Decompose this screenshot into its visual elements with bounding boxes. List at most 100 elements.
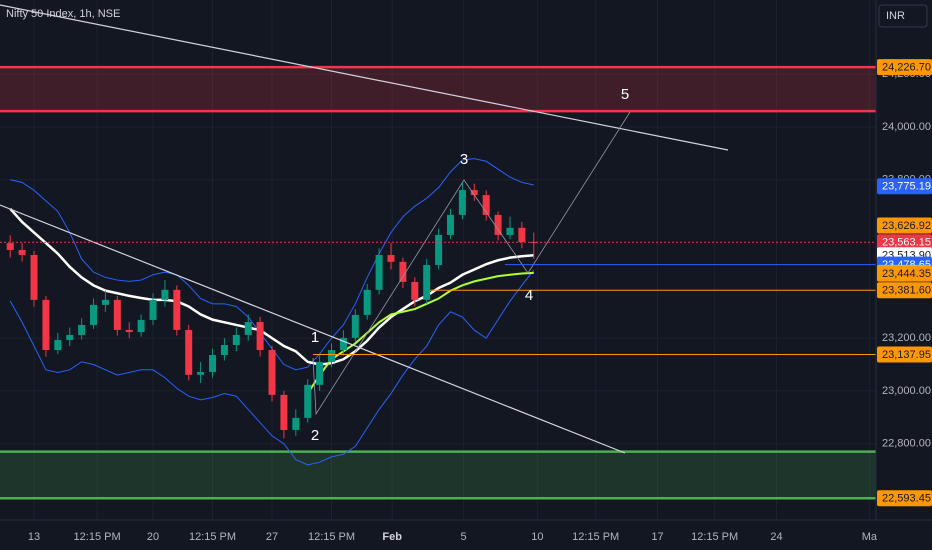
candle-body [220, 344, 228, 356]
candle-body [387, 254, 395, 262]
price-badge [877, 282, 932, 299]
candle-body [125, 329, 133, 333]
candle-body [137, 319, 145, 333]
wave-label: 1 [311, 329, 319, 346]
candle-body [446, 214, 454, 235]
candle-body [494, 214, 502, 235]
price-badge-label: 23,381.60 [882, 285, 931, 297]
price-badge [877, 346, 932, 363]
price-badges: 24,226.7023,775.1923,626.9223,563.1523,5… [877, 59, 932, 507]
indicator-line [9, 207, 534, 366]
price-badge [877, 59, 932, 76]
trend-line [0, 204, 626, 454]
price-badge-label: 23,563.15 [882, 237, 931, 249]
candle-body [6, 243, 14, 250]
price-badge [877, 178, 932, 195]
candle-body [161, 289, 169, 300]
price-badge [877, 265, 932, 282]
zone [0, 451, 876, 499]
candle-body [101, 299, 109, 305]
wave-label: 4 [525, 287, 533, 304]
candle-body [232, 334, 240, 345]
candle-body [316, 361, 324, 385]
candle-body [482, 195, 490, 215]
currency-button[interactable] [878, 4, 928, 28]
candle-body [399, 261, 407, 282]
x-tick-label: 12:15 PM [308, 531, 355, 543]
y-tick-label: 22,800.00 [882, 438, 931, 450]
price-badge [877, 234, 932, 251]
trend-line [0, 4, 729, 151]
price-badge-label: 23,775.19 [882, 181, 931, 193]
candle-body [42, 299, 50, 351]
x-tick-label: 12:15 PM [572, 531, 619, 543]
candle-body [256, 322, 264, 351]
indicator-line [9, 269, 535, 466]
price-badge [877, 490, 932, 507]
x-tick-label: 13 [28, 531, 40, 543]
price-badge-label: 23,626.92 [882, 220, 931, 232]
candle-body [149, 299, 157, 320]
candle-body [18, 249, 26, 255]
zone [0, 67, 876, 112]
x-tick-label: Ma [862, 531, 878, 543]
wave-label: 2 [311, 427, 319, 444]
grid [0, 0, 876, 520]
x-tick-label: 12:15 PM [691, 531, 738, 543]
x-tick-label: 5 [461, 531, 467, 543]
y-tick-label: 24,000.00 [882, 121, 931, 133]
candle-body [244, 322, 252, 335]
candle-body [209, 355, 217, 372]
candle-body [292, 417, 300, 430]
candles [6, 182, 538, 439]
x-tick-label: 12:15 PM [74, 531, 121, 543]
x-tick-label: 12:15 PM [189, 531, 236, 543]
wave-label: 5 [621, 86, 629, 103]
indicator-line [306, 271, 534, 395]
x-tick-label: Feb [382, 531, 402, 543]
wave-path [312, 111, 631, 416]
candle-body [197, 371, 205, 375]
price-badge-label: 22,593.45 [882, 493, 931, 505]
candle-body [78, 324, 86, 335]
candle-body [66, 334, 74, 340]
candle-body [435, 234, 443, 266]
candle-body [470, 190, 478, 196]
levels [0, 241, 876, 356]
candle-body [90, 304, 98, 325]
candle-body [328, 350, 336, 362]
axes: 22,800.0023,000.0023,200.0023,800.0024,0… [28, 68, 931, 543]
candle-body [280, 394, 288, 430]
candle-body [506, 227, 514, 235]
x-tick-label: 10 [531, 531, 543, 543]
candle-body [339, 337, 347, 351]
currency-label[interactable]: INR [886, 10, 905, 22]
chart-title: Nifty 50 Index, 1h, NSE [6, 8, 120, 20]
candle-body [423, 265, 431, 300]
x-tick-label: 27 [266, 531, 278, 543]
zones [0, 65, 876, 500]
candle-body [268, 350, 276, 395]
candle-body [518, 227, 526, 243]
y-tick-label: 23,200.00 [882, 332, 931, 344]
candle-body [411, 281, 419, 300]
candle-body [304, 384, 312, 418]
drawings [0, 4, 729, 454]
x-tick-label: 24 [770, 531, 782, 543]
candle-body [113, 299, 121, 330]
price-badge [877, 217, 932, 234]
candle-body [185, 329, 193, 375]
candle-body [363, 289, 371, 315]
candle-body [458, 190, 466, 215]
x-tick-label: 17 [651, 531, 663, 543]
candle-body [351, 314, 359, 338]
price-badge-label: 23,137.95 [882, 349, 931, 361]
y-tick-label: 23,000.00 [882, 385, 931, 397]
wave-label: 3 [460, 151, 468, 168]
x-tick-label: 20 [147, 531, 159, 543]
candle-body [173, 289, 181, 330]
price-badge-label: 24,226.70 [882, 62, 931, 74]
candle-body [54, 339, 62, 351]
price-badge-label: 23,444.35 [882, 268, 931, 280]
